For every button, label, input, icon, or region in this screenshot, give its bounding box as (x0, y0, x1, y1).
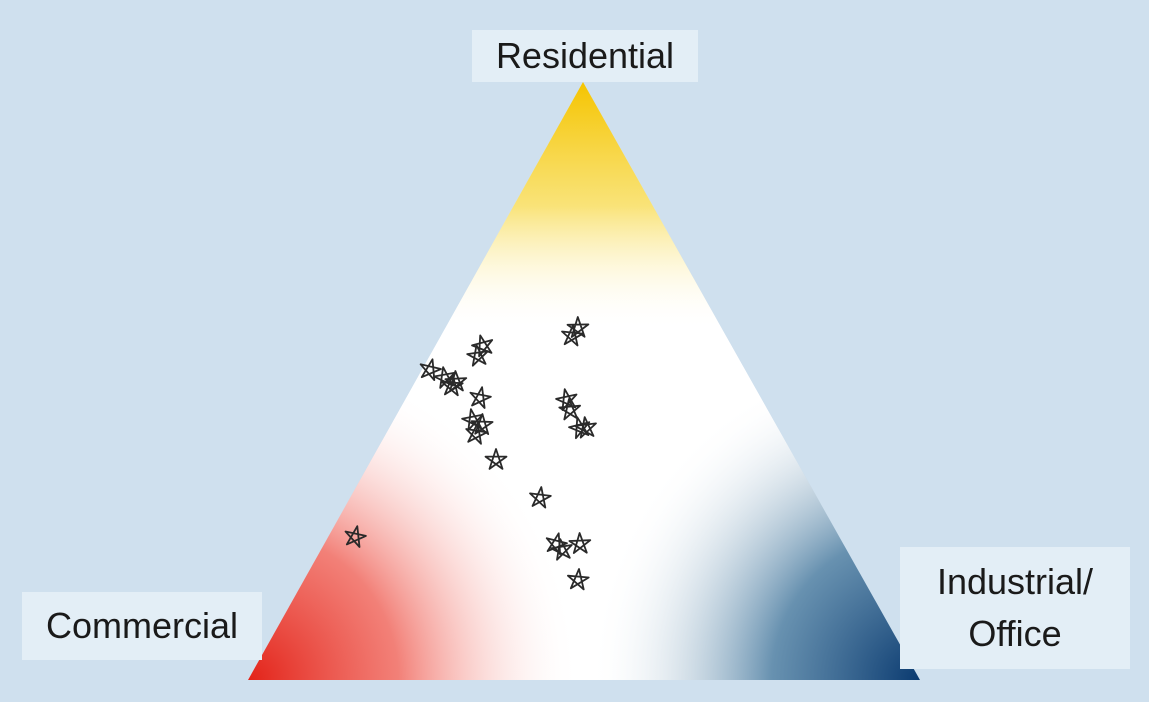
star-icon (545, 532, 568, 556)
star-icon (529, 486, 552, 509)
star-icon (344, 525, 367, 548)
vertex-label-industrial: Industrial/ (936, 560, 1094, 602)
star-icon (440, 374, 464, 397)
marker-layer (344, 316, 597, 591)
vertex-label-commercial: Commercial (22, 592, 262, 660)
star-icon (558, 398, 581, 421)
vertex-label-industrial-office: Industrial/ Office (900, 547, 1130, 669)
star-icon (444, 370, 468, 393)
star-icon (461, 408, 484, 431)
star-icon (466, 344, 489, 367)
vertex-label-office: Office (968, 613, 1062, 654)
vertex-label-residential: Residential (472, 30, 698, 82)
star-icon (469, 386, 492, 409)
star-icon (567, 568, 590, 591)
star-icon (465, 422, 488, 445)
star-icon (561, 324, 584, 347)
star-icon (484, 448, 508, 470)
star-icon (574, 416, 597, 439)
star-icon (550, 538, 573, 561)
star-icon (568, 532, 592, 554)
